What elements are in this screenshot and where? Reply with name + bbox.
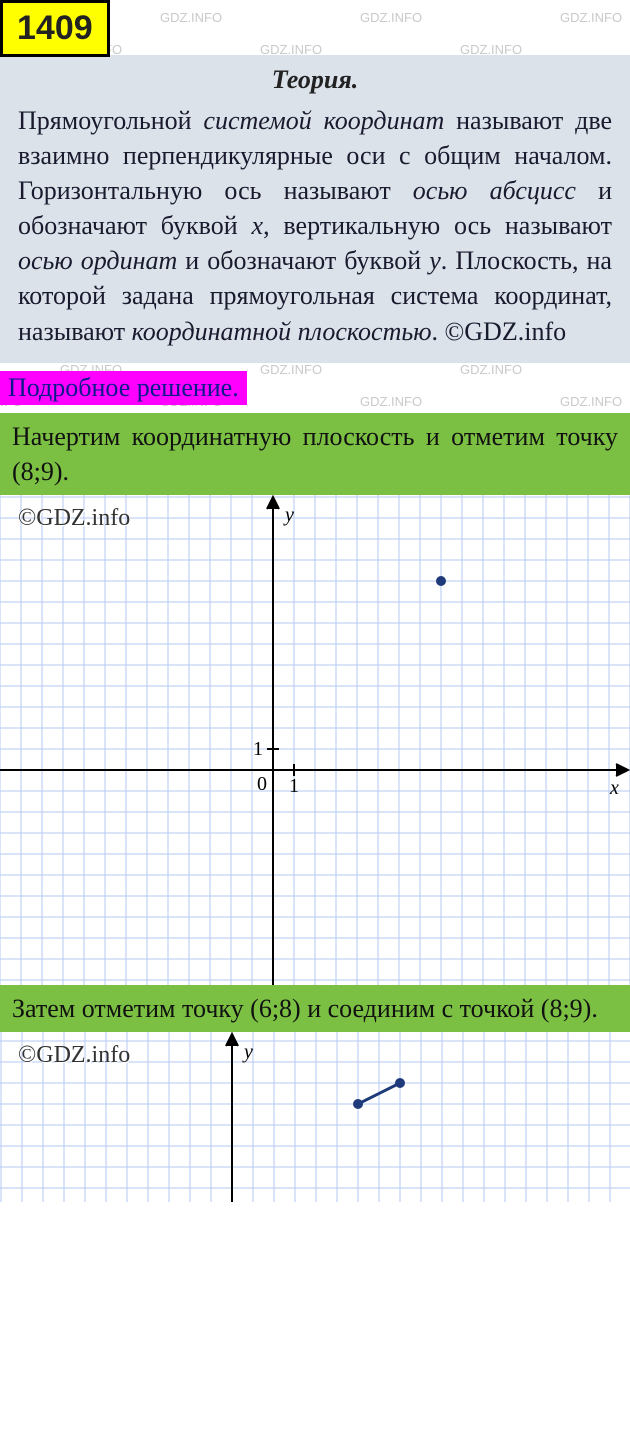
- step-1: Начертим координатную плоскость и отмети…: [0, 413, 630, 495]
- svg-text:x: x: [609, 777, 619, 799]
- svg-text:y: y: [283, 504, 294, 526]
- step-2: Затем отметим точку (6;8) и соединим с т…: [0, 985, 630, 1032]
- coordinate-plane-svg: 011xy: [0, 495, 630, 985]
- problem-number: 1409: [17, 9, 93, 47]
- theory-box: Теория. Прямоугольной системой координат…: [0, 55, 630, 363]
- theory-title: Теория.: [18, 65, 612, 95]
- svg-text:1: 1: [289, 775, 299, 797]
- chart-1: 011xy©GDZ.info: [0, 495, 630, 985]
- problem-badge: 1409: [0, 0, 110, 57]
- svg-text:0: 0: [257, 773, 267, 795]
- svg-text:y: y: [242, 1041, 253, 1063]
- copyright-overlay: ©GDZ.info: [18, 1042, 130, 1069]
- chart-2: y ©GDZ.info: [0, 1032, 630, 1202]
- svg-text:1: 1: [253, 738, 263, 760]
- theory-body: Прямоугольной системой координат называю…: [18, 103, 612, 349]
- solution-label: Подробное решение.: [0, 371, 247, 405]
- copyright-overlay: ©GDZ.info: [18, 505, 130, 532]
